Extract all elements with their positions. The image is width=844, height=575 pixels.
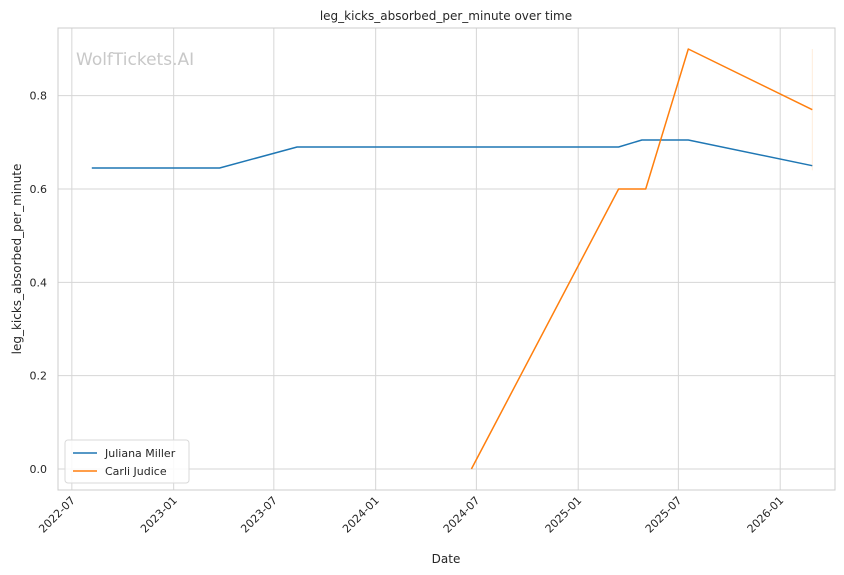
y-axis-label: leg_kicks_absorbed_per_minute [10, 164, 24, 355]
chart-title: leg_kicks_absorbed_per_minute over time [320, 9, 572, 23]
series-layer [91, 48, 813, 470]
watermark-text: WolfTickets.AI [76, 50, 194, 70]
y-tick-label: 0.4 [30, 276, 48, 289]
legend-label-carli-judice: Carli Judice [105, 465, 167, 478]
y-tick-label: 0.8 [30, 90, 48, 103]
y-tick-label: 0.6 [30, 183, 48, 196]
legend-label-juliana-miller: Juliana Miller [104, 447, 176, 460]
series-line-juliana-miller [91, 139, 813, 169]
plot-frame [57, 27, 836, 491]
series-line-carli-judice [470, 48, 813, 470]
legend: Juliana Miller Carli Judice [64, 439, 190, 484]
y-tick-label: 0.2 [30, 370, 48, 383]
legend-box [64, 439, 190, 484]
grid-lines [58, 28, 835, 490]
y-tick-label: 0.0 [30, 463, 48, 476]
x-axis-label: Date [432, 552, 461, 566]
